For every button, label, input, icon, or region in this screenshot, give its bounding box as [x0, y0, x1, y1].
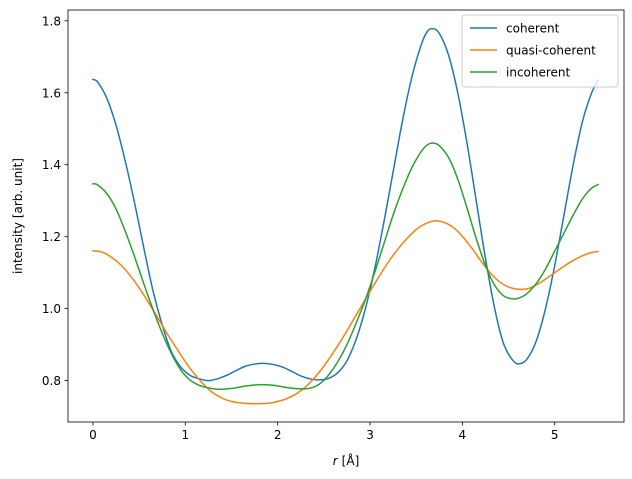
series-line-quasi-coherent — [92, 220, 600, 405]
series-line-coherent — [91, 27, 600, 382]
x-tick-label: 2 — [274, 428, 282, 442]
x-tick-label: 4 — [459, 428, 467, 442]
y-tick-label: 1.0 — [42, 302, 61, 316]
legend-label-incoherent: incoherent — [506, 66, 571, 80]
y-tick-label: 1.4 — [42, 158, 61, 172]
legend: coherent quasi-coherent incoherent — [461, 14, 619, 88]
y-tick-label: 1.2 — [42, 230, 61, 244]
legend-label-coherent: coherent — [506, 22, 560, 36]
x-axis-label-unit: [Å] — [342, 453, 360, 468]
x-tick-label: 5 — [551, 428, 559, 442]
x-tick-label: 0 — [89, 428, 97, 442]
y-axis-label: intensity [arb. unit] — [11, 158, 25, 274]
x-tick-label: 1 — [181, 428, 189, 442]
y-tick-label: 1.6 — [42, 86, 61, 100]
legend-frame — [461, 14, 619, 88]
y-tick-label: 1.8 — [42, 14, 61, 28]
series-line-incoherent — [92, 142, 600, 391]
legend-label-quasi-coherent: quasi-coherent — [506, 44, 596, 58]
series-group — [91, 27, 600, 405]
x-axis-ticks: 0 1 2 3 4 5 — [89, 422, 559, 442]
y-tick-label: 0.8 — [42, 374, 61, 388]
y-axis-ticks: 0.8 1.0 1.2 1.4 1.6 1.8 — [42, 14, 68, 388]
x-axis-label-variable: r — [333, 454, 339, 468]
x-axis-label: r [Å] — [333, 453, 360, 468]
x-tick-label: 3 — [366, 428, 374, 442]
legend-items: coherent quasi-coherent incoherent — [470, 22, 596, 80]
